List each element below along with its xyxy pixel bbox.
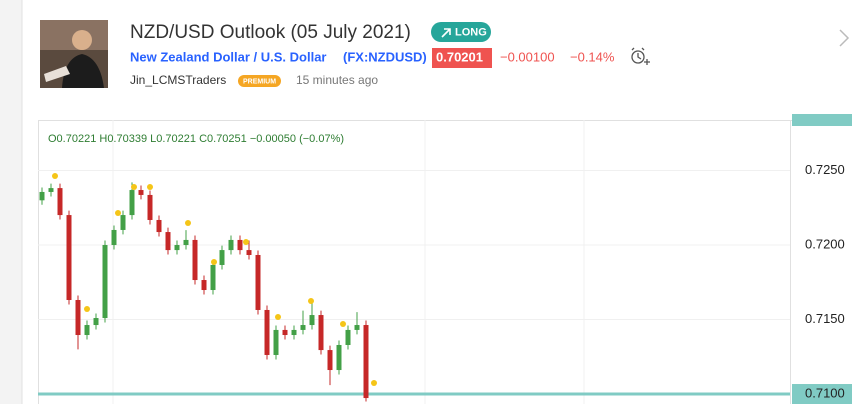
- candle-body: [237, 239, 243, 251]
- candle-body: [183, 239, 189, 246]
- y-tick-label: 0.7200: [805, 236, 845, 251]
- alert-icon[interactable]: [631, 47, 650, 65]
- level-label-box: [792, 384, 852, 404]
- y-tick-label: 0.7150: [805, 311, 845, 326]
- candle-body: [75, 299, 81, 336]
- candle-body: [138, 190, 144, 195]
- candle-body: [300, 325, 306, 330]
- change-pct: −0.14%: [570, 49, 615, 64]
- candle-body: [345, 329, 351, 345]
- y-tick-label: 0.7100: [805, 385, 845, 400]
- candle-body: [354, 325, 360, 330]
- cut-axis-label: [792, 114, 852, 126]
- price-box: [432, 48, 492, 68]
- candle-body: [129, 190, 135, 216]
- symbol-code[interactable]: (FX:NZDUSD): [343, 49, 427, 64]
- candle-body: [84, 325, 90, 336]
- author[interactable]: Jin_LCMSTraders: [130, 73, 226, 87]
- candle-body: [219, 250, 225, 265]
- candle-body: [363, 325, 369, 399]
- candle-body: [156, 219, 162, 233]
- candle-body: [327, 350, 333, 371]
- symbol-name[interactable]: New Zealand Dollar / U.S. Dollar: [130, 49, 327, 64]
- candle-body: [111, 229, 117, 246]
- candle-body: [255, 254, 261, 310]
- candle-body: [291, 329, 297, 336]
- candle-body: [93, 318, 99, 326]
- candle-body: [174, 245, 180, 251]
- candle-body: [264, 309, 270, 355]
- candle-body: [192, 239, 198, 281]
- candle-body: [282, 329, 288, 336]
- long-badge: [431, 22, 491, 42]
- vertical-grid: [112, 120, 585, 404]
- ohlc-legend: O0.70221 H0.70339 L0.70221 C0.70251 −0.0…: [48, 133, 344, 145]
- time-ago: 15 minutes ago: [296, 73, 378, 87]
- long-label: LONG: [455, 26, 487, 38]
- candle-body: [120, 215, 126, 230]
- candle-body: [273, 329, 279, 355]
- next-chevron[interactable]: [839, 29, 850, 47]
- change: −0.00100: [500, 49, 555, 64]
- plot-area: [38, 170, 790, 402]
- candle-body: [309, 315, 315, 326]
- candle-body: [102, 245, 108, 319]
- candle-body: [165, 232, 171, 251]
- indicator-dots: [52, 173, 377, 386]
- chart: 0.7100 0.7150 0.7200 0.7250: [38, 162, 852, 404]
- candle-body: [57, 188, 63, 216]
- avatar[interactable]: [40, 20, 108, 88]
- candle-body: [39, 191, 45, 201]
- candle-body: [147, 194, 153, 220]
- long-arrow: [441, 28, 451, 38]
- candle-body: [66, 215, 72, 300]
- candle-body: [336, 344, 342, 371]
- candle-body: [201, 280, 207, 291]
- candle-body: [48, 188, 54, 192]
- chart-frame: [38, 120, 852, 404]
- idea-title[interactable]: NZD/USD Outlook (05 July 2021): [130, 22, 411, 43]
- side-margin: [0, 0, 22, 404]
- price: 0.70201: [436, 49, 483, 64]
- candle-body: [246, 250, 252, 255]
- candle-body: [210, 264, 216, 291]
- candle-body: [318, 315, 324, 351]
- candle-body: [228, 239, 234, 251]
- premium-label: PREMIUM: [243, 78, 276, 85]
- y-tick-label: 0.7250: [805, 162, 845, 177]
- premium-badge: [238, 75, 281, 87]
